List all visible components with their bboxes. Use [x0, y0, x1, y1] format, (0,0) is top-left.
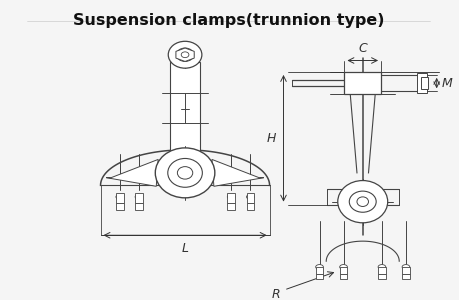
Ellipse shape [155, 148, 214, 198]
Ellipse shape [177, 167, 192, 179]
Text: M: M [441, 76, 451, 90]
Polygon shape [212, 159, 263, 186]
Bar [169, 62, 200, 163]
Bar [377, 267, 385, 274]
Ellipse shape [135, 194, 142, 199]
Ellipse shape [377, 265, 385, 269]
Polygon shape [175, 48, 194, 61]
Bar [344, 72, 380, 94]
Bar [315, 274, 323, 280]
Ellipse shape [168, 158, 202, 187]
Bar [420, 77, 427, 89]
Bar [417, 73, 426, 93]
Ellipse shape [181, 52, 189, 58]
Text: L: L [181, 242, 188, 255]
Ellipse shape [401, 265, 409, 269]
Bar [339, 267, 347, 274]
Ellipse shape [348, 191, 375, 212]
Text: Suspension clamps(trunnion type): Suspension clamps(trunnion type) [73, 14, 383, 28]
Ellipse shape [337, 181, 387, 223]
Text: H: H [266, 132, 275, 145]
Bar [401, 274, 409, 280]
Polygon shape [106, 159, 158, 186]
Bar [116, 202, 123, 210]
Ellipse shape [116, 194, 123, 199]
Bar [377, 274, 385, 280]
Ellipse shape [356, 197, 368, 206]
Bar [135, 202, 142, 210]
Bar [401, 267, 409, 274]
Ellipse shape [227, 194, 235, 199]
Ellipse shape [176, 48, 193, 61]
Bar [246, 202, 254, 210]
Bar [339, 274, 347, 280]
Text: C: C [358, 42, 366, 55]
Ellipse shape [315, 265, 323, 269]
Bar [246, 193, 254, 202]
Bar [227, 202, 235, 210]
Ellipse shape [168, 41, 202, 68]
Ellipse shape [339, 265, 347, 269]
Bar [116, 193, 123, 202]
Bar [227, 193, 235, 202]
Text: R: R [271, 288, 280, 300]
Ellipse shape [246, 194, 254, 199]
Bar [315, 267, 323, 274]
Bar [135, 193, 142, 202]
